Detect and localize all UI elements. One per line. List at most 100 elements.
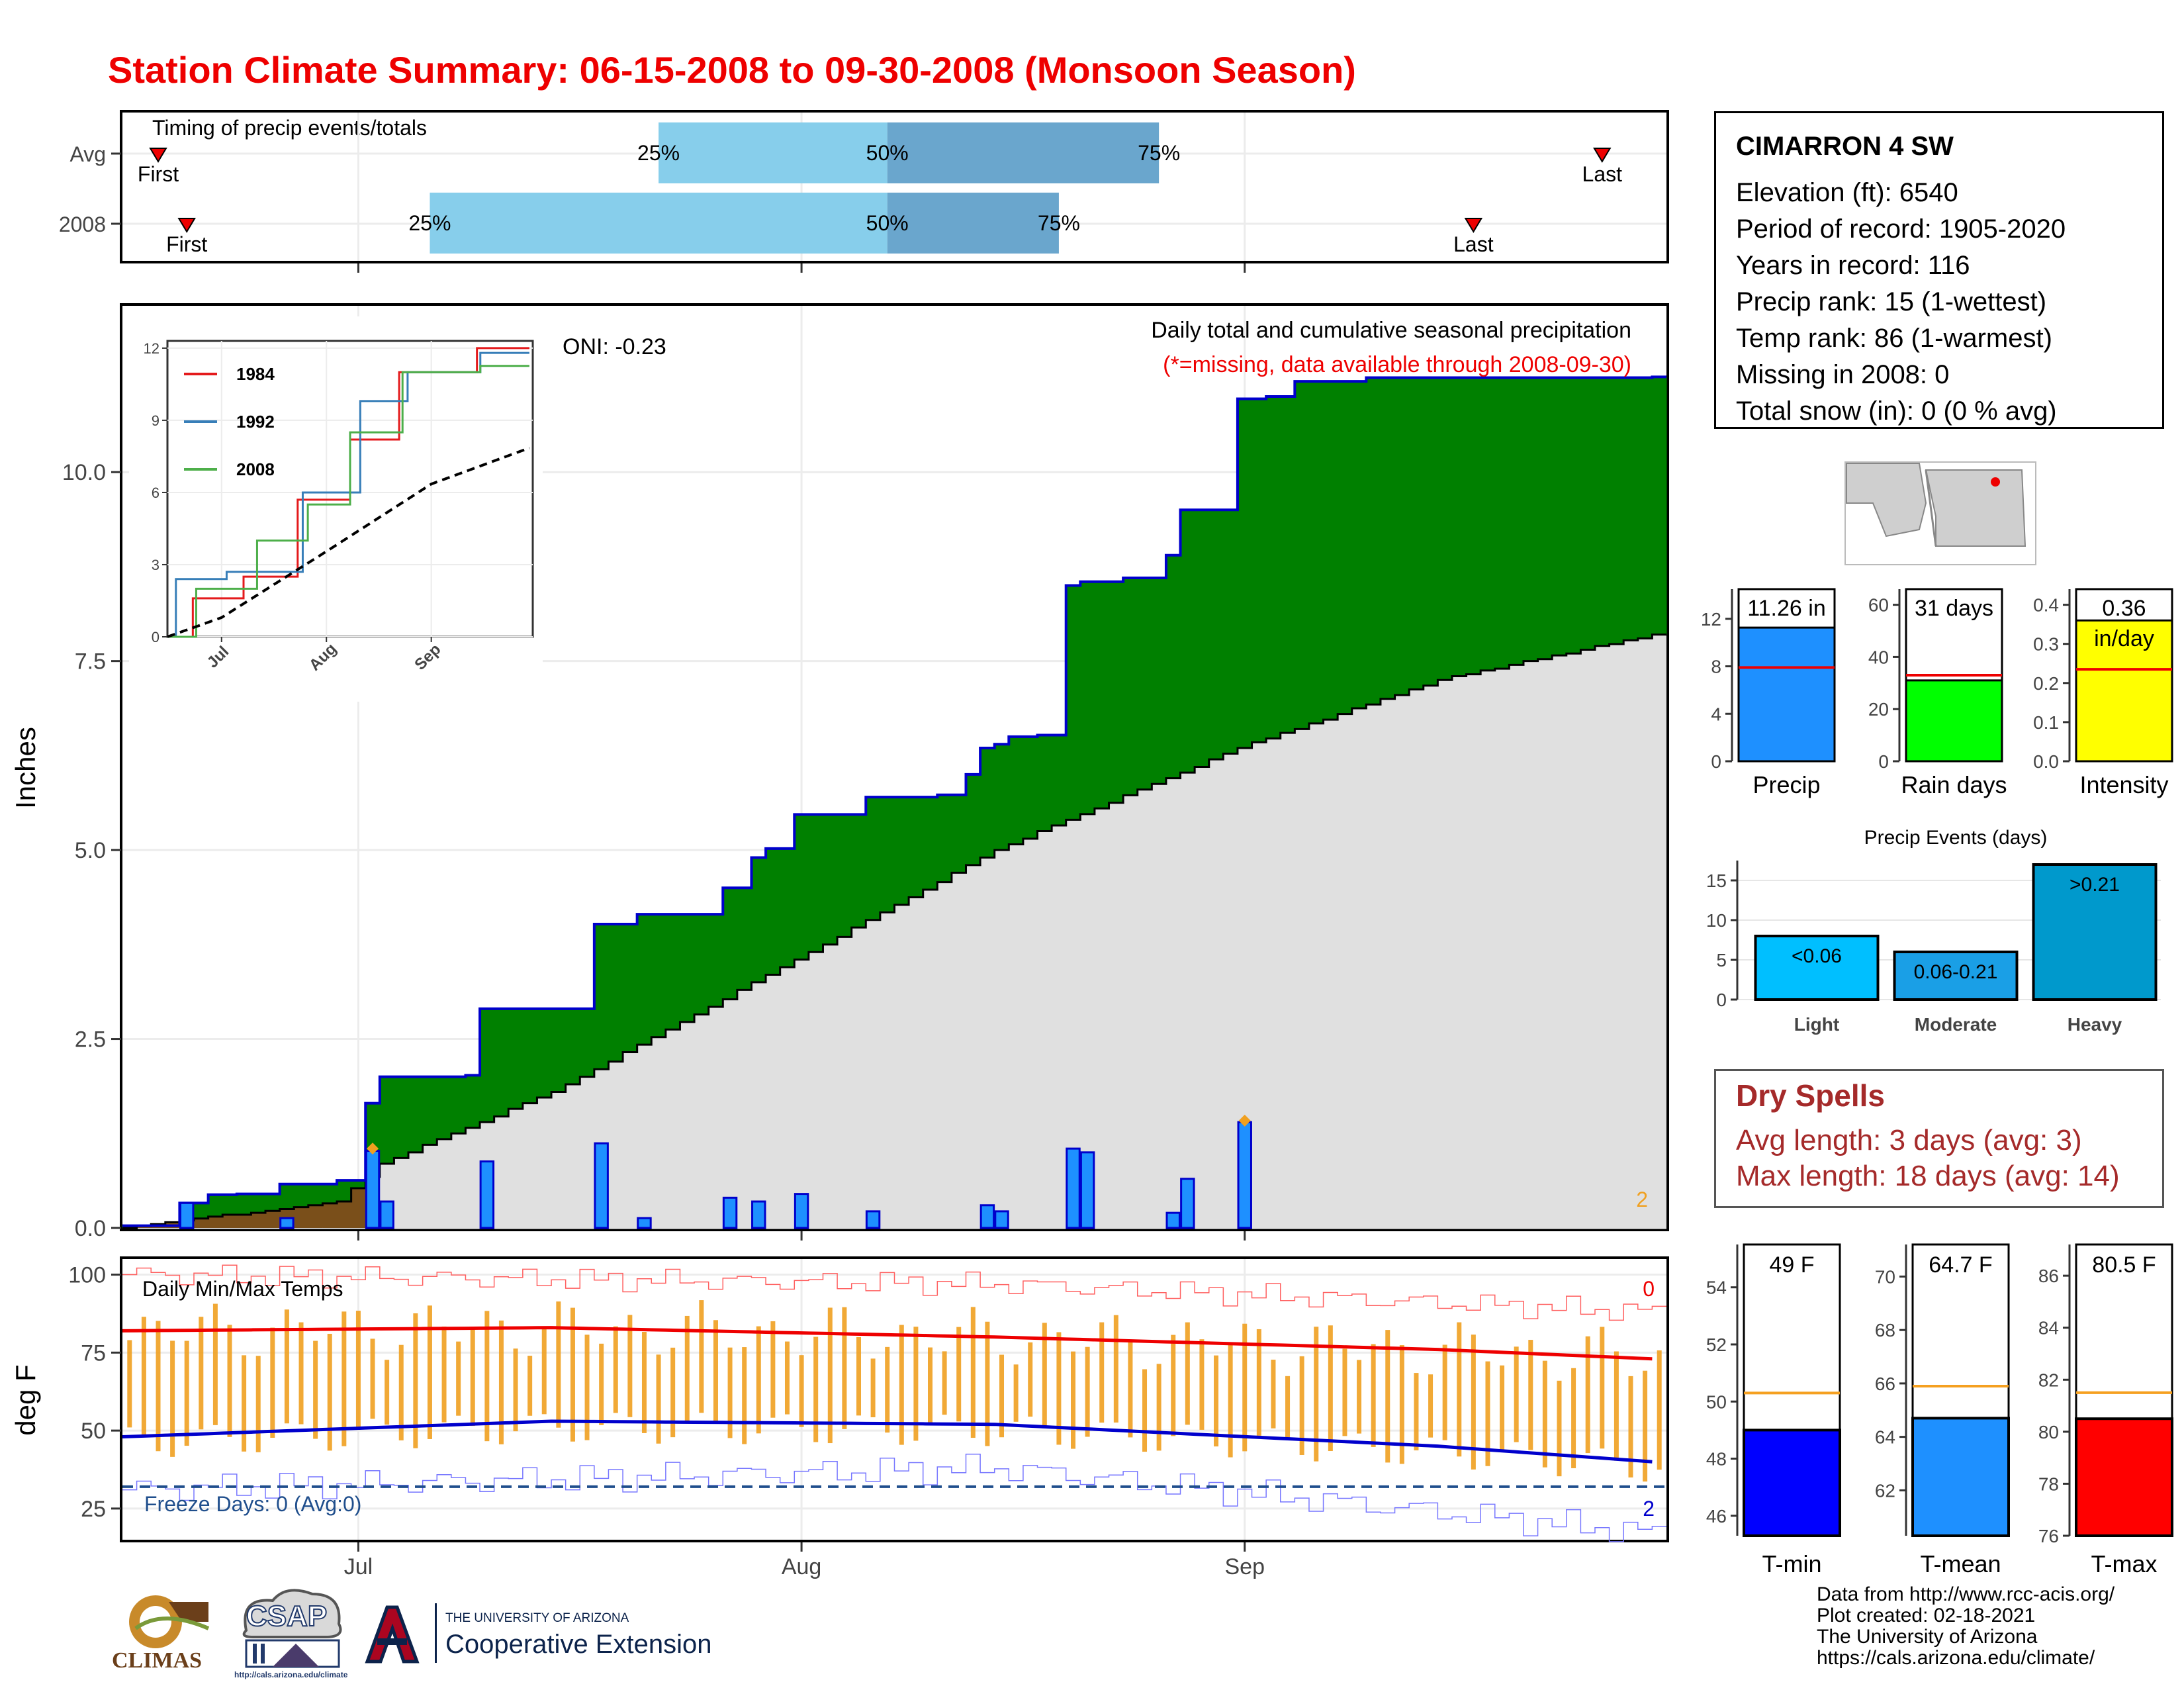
state-map-shape xyxy=(1846,463,1927,538)
daily-temp-bar xyxy=(1013,1364,1019,1422)
summary-bar xyxy=(2075,619,2173,763)
daily-temp-bar xyxy=(913,1327,919,1441)
daily-precip-bar xyxy=(979,1204,995,1229)
daily-temp-bar xyxy=(799,1355,804,1427)
summary-tick-label: 40 xyxy=(1868,647,1889,667)
temp-summary-tick-label: 80 xyxy=(2038,1422,2059,1442)
station-elevation: Elevation (ft): 6540 xyxy=(1736,178,1958,207)
precip-event-category: Moderate xyxy=(1915,1014,1997,1035)
timing-q75-label: 75% xyxy=(1138,141,1180,165)
daily-temp-bar xyxy=(842,1307,847,1429)
precip-event-bar xyxy=(2032,863,2158,1001)
temp-summary-tick-label: 78 xyxy=(2038,1474,2059,1494)
daily-temp-bar xyxy=(1113,1315,1118,1423)
ua-line1: THE UNIVERSITY OF ARIZONA xyxy=(445,1611,629,1625)
y-tick-label: 0.0 xyxy=(75,1216,106,1241)
daily-temp-bar xyxy=(1199,1339,1205,1430)
y-tick-label: 100 xyxy=(68,1263,106,1288)
daily-temp-bar xyxy=(827,1307,833,1444)
temp-summary-tick-label: 62 xyxy=(1875,1480,1895,1501)
station-period: Period of record: 1905-2020 xyxy=(1736,214,2066,244)
temp-summary-bar xyxy=(1743,1429,1841,1537)
precip-event-bar xyxy=(1893,951,2019,1001)
daily-temp-bar xyxy=(770,1321,776,1418)
daily-temp-bar xyxy=(327,1333,332,1451)
inset-y-tick-label: 0 xyxy=(152,629,159,645)
daily-temp-bar xyxy=(498,1320,504,1444)
daily-temp-bar xyxy=(441,1326,447,1423)
daily-temp-bar xyxy=(170,1340,175,1457)
daily-temp-bar xyxy=(227,1325,232,1437)
daily-temp-bar xyxy=(1628,1376,1633,1477)
daily-temp-bar xyxy=(184,1340,189,1446)
daily-temp-bar xyxy=(613,1326,618,1413)
daily-precip-bar xyxy=(794,1193,809,1229)
daily-temp-bar xyxy=(627,1315,633,1417)
temp-summary-tick-label: 82 xyxy=(2038,1370,2059,1390)
daily-precip-bar xyxy=(1237,1121,1252,1229)
station-snow: Total snow (in): 0 (0 % avg) xyxy=(1736,397,2057,426)
daily-precip-bar xyxy=(865,1210,881,1229)
daily-temp-bar xyxy=(1314,1327,1319,1462)
timing-row-label: 2008 xyxy=(59,212,106,236)
daily-temp-bar xyxy=(1643,1370,1648,1482)
daily-temp-bar xyxy=(398,1344,404,1440)
temp-summary-tick-label: 70 xyxy=(1875,1266,1895,1287)
summary-value-label: 31 days xyxy=(1915,596,1993,621)
daily-temp-bar xyxy=(942,1351,947,1415)
csap-logo-url: http://cals.arizona.edu/climate xyxy=(234,1670,348,1679)
summary-bar xyxy=(1737,626,1836,763)
precip-corner-label: 2 xyxy=(1636,1188,1648,1211)
precip-event-category: Heavy xyxy=(2068,1014,2122,1035)
daily-temp-bar xyxy=(1557,1380,1562,1477)
daily-precip-bar xyxy=(479,1160,495,1229)
daily-temp-bar xyxy=(928,1347,933,1425)
daily-precip-bar xyxy=(179,1201,195,1229)
missing-marker xyxy=(1238,1114,1251,1127)
daily-temp-bar xyxy=(584,1335,590,1440)
ua-line2: Cooperative Extension xyxy=(445,1630,712,1659)
timing-row-label: Avg xyxy=(69,142,106,166)
daily-temp-bar xyxy=(1256,1329,1261,1436)
y-tick-label: 7.5 xyxy=(75,649,106,675)
summary-tick-label: 0 xyxy=(1878,751,1889,772)
avg-max-line xyxy=(122,1326,1653,1361)
daily-precip-bar xyxy=(994,1210,1009,1229)
last-marker xyxy=(1593,148,1612,163)
daily-temp-bar xyxy=(341,1311,347,1446)
timing-q25-label: 25% xyxy=(637,141,680,165)
daily-temp-bar xyxy=(885,1346,890,1433)
temp-value-label: 80.5 F xyxy=(2092,1252,2156,1278)
timing-label: Timing of precip events/totals xyxy=(152,116,427,140)
summary-value-label: 0.36 xyxy=(2102,596,2146,621)
daily-temp-bar xyxy=(1385,1330,1390,1463)
daily-temp-bar xyxy=(156,1321,161,1452)
daily-temp-bar xyxy=(1171,1335,1176,1436)
station-name: CIMARRON 4 SW xyxy=(1736,132,1954,161)
temp-category-label: T-min xyxy=(1762,1550,1822,1577)
daily-temp-bar xyxy=(242,1355,247,1452)
daily-temp-bar xyxy=(956,1327,962,1422)
station-temp-rank: Temp rank: 86 (1-warmest) xyxy=(1736,324,2052,353)
y-tick-label: 5.0 xyxy=(75,838,106,863)
daily-precip-bar xyxy=(365,1150,381,1229)
daily-temp-bar xyxy=(1657,1350,1662,1470)
temp-category-label: T-max xyxy=(2091,1550,2157,1577)
precip-event-category: Light xyxy=(1794,1014,1839,1035)
credit-university: The University of Arizona xyxy=(1817,1626,2038,1648)
last-label: Last xyxy=(1582,162,1623,186)
daily-temp-bar xyxy=(484,1311,490,1442)
daily-temp-bar xyxy=(1099,1322,1105,1423)
summary-value-label: 11.26 in xyxy=(1747,596,1825,621)
daily-temp-bar xyxy=(899,1325,904,1445)
temp-summary-tick-label: 76 xyxy=(2038,1526,2059,1546)
daily-temp-bar xyxy=(1156,1364,1161,1451)
inset-y-tick-label: 3 xyxy=(152,557,159,573)
credit-created: Plot created: 02-18-2021 xyxy=(1817,1605,2036,1626)
daily-temp-bar xyxy=(699,1300,704,1413)
precip-event-bar-label: 0.06-0.21 xyxy=(1914,961,1998,983)
y-tick-label: 10.0 xyxy=(62,460,106,485)
missing-marker xyxy=(367,1143,379,1155)
daily-temp-bar xyxy=(1485,1361,1490,1466)
